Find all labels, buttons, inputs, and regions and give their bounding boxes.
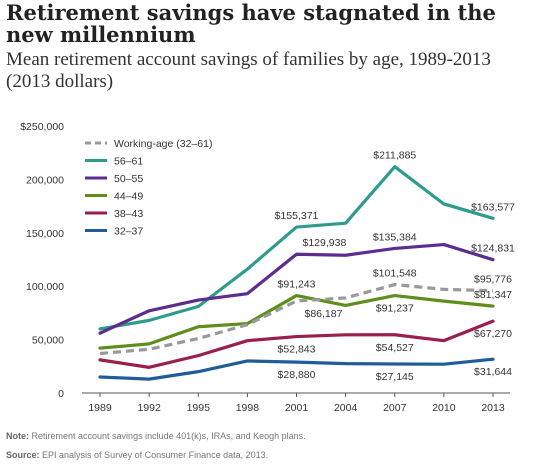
data-label: $81,347 <box>474 289 512 301</box>
data-label: $95,776 <box>474 274 512 286</box>
x-tick-label: 2004 <box>334 402 358 414</box>
y-tick-label: $250,000 <box>20 121 64 133</box>
data-label: $155,371 <box>275 210 319 222</box>
y-tick-label: 50,000 <box>32 335 64 347</box>
legend-label: 56–61 <box>114 156 143 168</box>
data-label: $86,187 <box>305 308 343 320</box>
x-tick-label: 2007 <box>383 402 407 414</box>
data-label: $54,527 <box>376 342 414 354</box>
series-line <box>98 242 495 335</box>
data-label: $129,938 <box>303 237 347 249</box>
series-line <box>98 319 495 369</box>
data-label: $67,270 <box>474 328 512 340</box>
x-tick-label: 2010 <box>432 402 456 414</box>
x-tick-label: 1995 <box>187 402 211 414</box>
data-label: $124,831 <box>471 243 515 255</box>
data-label: $52,843 <box>278 344 316 356</box>
chart-subtitle: Mean retirement account savings of famil… <box>6 49 491 92</box>
data-label: $211,885 <box>373 150 416 162</box>
chart-axes: 0 50,000 100,000 150,000 200,000 $250,000 1989… <box>20 121 510 414</box>
data-label: $135,384 <box>373 231 417 243</box>
data-label: $27,145 <box>376 371 414 383</box>
legend-label: 38–43 <box>114 208 143 220</box>
source-text: EPI analysis of Survey of Consumer Finan… <box>42 450 269 460</box>
y-tick-label: 200,000 <box>26 174 64 186</box>
chart-title: Retirement savings have stagnated in the… <box>6 0 496 47</box>
source-label: Source: <box>6 450 40 460</box>
chart-source: Source: EPI analysis of Survey of Consum… <box>6 450 534 460</box>
legend-label: Working-age (32–61) <box>114 138 212 150</box>
x-tick-label: 1992 <box>137 402 161 414</box>
x-tick-label: 1989 <box>88 402 112 414</box>
chart-data-labels: $211,885 $155,371 $163,577 $129,938 $135,384… <box>275 150 515 383</box>
y-tick-label: 0 <box>58 388 64 400</box>
chart-series <box>98 165 495 381</box>
series-line <box>98 165 495 331</box>
data-label: $91,237 <box>376 303 414 315</box>
data-label: $101,548 <box>373 268 417 280</box>
chart-legend: Working-age (32–61) 56–61 50–55 44–49 38–43 3… <box>85 138 212 238</box>
note-text: Retirement account savings include 401(k… <box>31 431 306 441</box>
legend-label: 50–55 <box>114 173 143 185</box>
series-line <box>98 357 495 381</box>
line-chart: 0 50,000 100,000 150,000 200,000 $250,000 1989… <box>20 121 515 414</box>
y-tick-label: 150,000 <box>26 228 64 240</box>
note-label: Note: <box>6 431 29 441</box>
data-label: $91,243 <box>278 279 316 291</box>
series-line <box>98 293 495 350</box>
x-tick-label: 2013 <box>481 402 505 414</box>
legend-label: 44–49 <box>114 191 143 203</box>
data-label: $28,880 <box>278 369 316 381</box>
x-tick-label: 2001 <box>285 402 309 414</box>
chart-note: Note: Retirement account savings include… <box>6 431 534 441</box>
data-label: $163,577 <box>471 201 515 213</box>
legend-label: 32–37 <box>114 226 143 238</box>
x-tick-label: 1998 <box>236 402 260 414</box>
series-line <box>99 282 494 356</box>
data-label: $31,644 <box>474 366 512 378</box>
y-tick-label: 100,000 <box>26 281 64 293</box>
